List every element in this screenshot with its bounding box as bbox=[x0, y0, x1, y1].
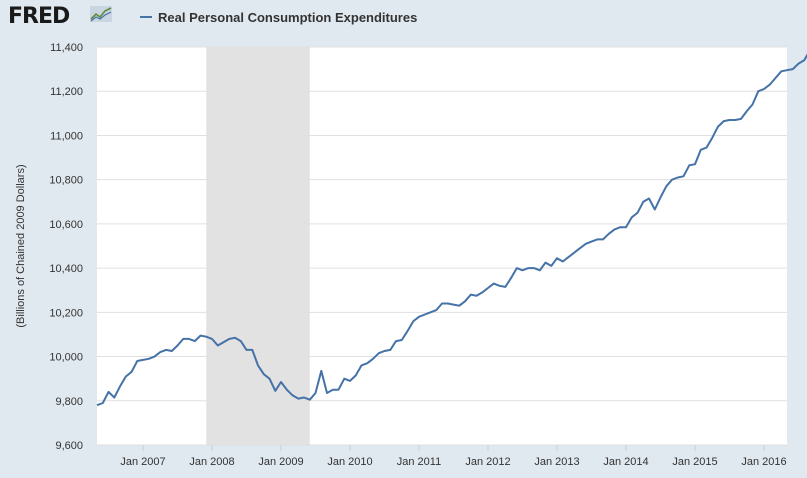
x-tick-label: Jan 2015 bbox=[672, 456, 717, 468]
fred-logo-graph-icon bbox=[90, 6, 112, 22]
y-tick-label: 10,000 bbox=[49, 352, 83, 364]
y-tick-label: 10,600 bbox=[49, 219, 83, 231]
legend-line-icon bbox=[140, 16, 152, 18]
x-tick-label: Jan 2012 bbox=[465, 456, 510, 468]
series-line[interactable] bbox=[96, 50, 807, 407]
y-tick-label: 9,800 bbox=[55, 396, 83, 408]
y-tick-label: 9,600 bbox=[55, 440, 83, 452]
x-tick-label: Jan 2008 bbox=[189, 456, 234, 468]
y-tick-label: 11,200 bbox=[50, 86, 83, 98]
x-tick-label: Jan 2016 bbox=[741, 456, 786, 468]
y-axis-label: (Billions of Chained 2009 Dollars) bbox=[15, 164, 27, 327]
y-tick-label: 11,400 bbox=[50, 42, 83, 54]
x-tick-label: Jan 2010 bbox=[327, 456, 372, 468]
x-axis-ticks: Jan 2007 Jan 2008 Jan 2009 Jan 2010 Jan 2011… bbox=[120, 445, 787, 468]
y-tick-label: 10,400 bbox=[49, 263, 83, 275]
legend-series-label: Real Personal Consumption Expenditures bbox=[158, 9, 418, 25]
x-tick-label: Jan 2014 bbox=[603, 456, 648, 468]
gridlines bbox=[97, 46, 787, 446]
y-axis-ticks: 9,600 9,800 10,000 10,200 10,400 10,600 10,800… bbox=[49, 42, 83, 452]
x-tick-label: Jan 2013 bbox=[534, 456, 579, 468]
chart-legend[interactable]: Real Personal Consumption Expenditures bbox=[140, 8, 417, 26]
plot-area bbox=[97, 47, 787, 445]
chart-header: FRED Real Personal Consumption Expenditu… bbox=[0, 0, 807, 34]
x-tick-label: Jan 2009 bbox=[258, 456, 303, 468]
x-tick-label: Jan 2011 bbox=[397, 456, 441, 468]
y-tick-label: 10,800 bbox=[49, 175, 83, 187]
y-tick-label: 10,200 bbox=[49, 307, 83, 319]
x-tick-label: Jan 2007 bbox=[120, 456, 165, 468]
recession-shading bbox=[206, 47, 310, 445]
y-tick-label: 11,000 bbox=[50, 130, 83, 142]
fred-logo[interactable]: FRED bbox=[8, 4, 70, 29]
